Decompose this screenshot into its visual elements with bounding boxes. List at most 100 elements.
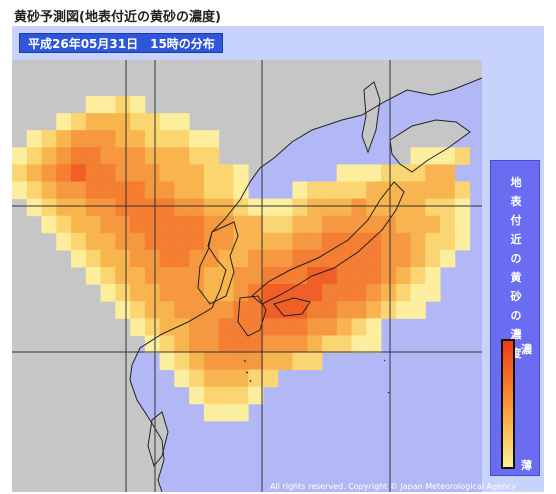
dust-cell bbox=[440, 164, 456, 182]
dust-cell bbox=[85, 96, 102, 114]
dust-cell bbox=[425, 249, 441, 268]
taiwan-coastline bbox=[147, 411, 169, 468]
dust-cell bbox=[425, 198, 441, 217]
dust-cell bbox=[12, 164, 28, 182]
legend-title-char: 近 bbox=[510, 233, 522, 246]
legend-title-char: 地 bbox=[510, 176, 522, 189]
dust-cell bbox=[277, 301, 293, 319]
dust-cell bbox=[159, 352, 175, 371]
dust-cell bbox=[395, 181, 412, 200]
dust-cell bbox=[115, 130, 131, 148]
dust-cell bbox=[174, 147, 190, 165]
dust-cell bbox=[351, 335, 367, 353]
dust-cell bbox=[189, 215, 205, 234]
dust-cell bbox=[321, 284, 338, 302]
dust-cell bbox=[410, 198, 426, 217]
dust-cell bbox=[115, 249, 131, 268]
dust-cell bbox=[292, 352, 308, 371]
dust-cell bbox=[307, 318, 323, 336]
dust-cell bbox=[218, 403, 234, 422]
legend-title-char: 付 bbox=[510, 214, 522, 227]
dust-cell bbox=[321, 301, 338, 319]
dust-cell bbox=[366, 215, 382, 234]
dust-cell bbox=[381, 181, 397, 200]
dust-cell bbox=[189, 232, 205, 251]
dust-cell bbox=[100, 198, 116, 217]
dust-cell bbox=[130, 147, 146, 165]
dust-cell bbox=[351, 232, 367, 251]
dust-cell bbox=[144, 147, 161, 165]
dust-cell bbox=[440, 181, 456, 200]
dust-cell bbox=[218, 318, 234, 336]
dust-cell bbox=[203, 181, 220, 200]
dust-cell bbox=[307, 352, 323, 371]
dust-cell bbox=[262, 318, 279, 336]
dust-cell bbox=[203, 198, 220, 217]
legend-color-bar bbox=[501, 339, 515, 469]
dust-cell bbox=[292, 267, 308, 285]
dust-cell bbox=[233, 369, 249, 388]
dust-cell bbox=[262, 249, 279, 268]
dust-cell bbox=[321, 215, 338, 234]
dust-cell bbox=[85, 249, 102, 268]
dust-cell bbox=[248, 249, 264, 268]
dust-cell bbox=[203, 318, 220, 336]
dust-cell bbox=[174, 181, 190, 200]
dust-cell bbox=[277, 198, 293, 217]
dust-cell bbox=[71, 181, 87, 200]
dust-cell bbox=[307, 267, 323, 285]
dust-cell bbox=[189, 318, 205, 336]
dust-cell bbox=[410, 267, 426, 285]
dust-cell bbox=[262, 284, 279, 302]
dust-cell bbox=[174, 301, 190, 319]
dust-cell bbox=[144, 181, 161, 200]
dust-cell bbox=[292, 215, 308, 234]
dust-cell bbox=[218, 181, 234, 200]
dust-cell bbox=[189, 352, 205, 371]
dust-cell bbox=[336, 267, 352, 285]
dust-cell bbox=[144, 318, 161, 336]
legend-title-char: 砂 bbox=[510, 290, 522, 303]
dust-cell bbox=[366, 232, 382, 251]
dust-cell bbox=[381, 232, 397, 251]
dust-cell bbox=[321, 181, 338, 200]
dust-cell bbox=[218, 335, 234, 353]
concentration-legend: 地表付近の黄砂の濃度 濃 薄 bbox=[490, 160, 540, 476]
honshu-coastline bbox=[251, 181, 405, 305]
dust-cell bbox=[203, 130, 220, 148]
dust-cell bbox=[351, 164, 367, 182]
dust-forecast-map bbox=[12, 60, 482, 492]
dust-cell bbox=[321, 232, 338, 251]
dust-cell bbox=[85, 113, 102, 131]
dust-cell bbox=[130, 181, 146, 200]
dust-cell bbox=[41, 215, 57, 234]
dust-cell bbox=[85, 198, 102, 217]
legend-title-char: 度 bbox=[510, 347, 522, 360]
dust-cell bbox=[174, 335, 190, 353]
dust-cell bbox=[130, 301, 146, 319]
copyright-text: All rights reserved. Copyright © Japan M… bbox=[270, 482, 517, 491]
dust-cell bbox=[233, 386, 249, 405]
dust-cell bbox=[454, 232, 471, 251]
dust-cell bbox=[12, 181, 28, 200]
dust-cell bbox=[277, 335, 293, 353]
dust-cell bbox=[248, 386, 264, 405]
dust-cell bbox=[292, 198, 308, 217]
dust-cell bbox=[115, 181, 131, 200]
dust-cell bbox=[189, 164, 205, 182]
dust-cell bbox=[203, 249, 220, 268]
dust-cell bbox=[395, 215, 412, 234]
dust-cell bbox=[262, 369, 279, 388]
legend-title-char: 濃 bbox=[510, 328, 522, 341]
dust-cell bbox=[218, 249, 234, 268]
dust-cell bbox=[71, 130, 87, 148]
dust-cell bbox=[440, 249, 456, 268]
dust-cell bbox=[351, 284, 367, 302]
dust-cell bbox=[381, 284, 397, 302]
dust-cell bbox=[115, 232, 131, 251]
dust-cell bbox=[381, 164, 397, 182]
dust-cell bbox=[159, 335, 175, 353]
dust-cell bbox=[292, 301, 308, 319]
dust-cell bbox=[277, 249, 293, 268]
dust-cell bbox=[174, 215, 190, 234]
